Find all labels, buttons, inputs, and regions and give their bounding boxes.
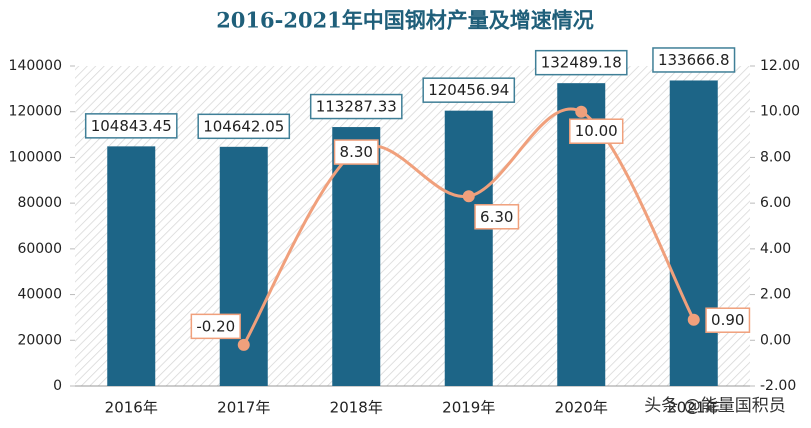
- line-label-box: [474, 204, 520, 230]
- bar-label: 104843.45: [91, 117, 172, 135]
- line-label-box: [333, 139, 379, 165]
- bar-label-box: [652, 47, 736, 73]
- chart-title: 2016-2021年中国钢材产量及增速情况: [216, 8, 594, 33]
- y2-tick-label: 6.00: [760, 195, 791, 211]
- plot-area: [75, 66, 750, 386]
- line-label: 0.90: [711, 311, 744, 329]
- y2-tick-label: 0.00: [760, 332, 791, 348]
- bar-label: 133666.8: [658, 51, 730, 69]
- bar-label: 120456.94: [428, 81, 509, 99]
- y2-tick-label: 2.00: [760, 287, 791, 303]
- y2-tick-label: 10.00: [760, 104, 800, 120]
- x-tick-label: 2016年: [105, 399, 158, 417]
- y2-tick-label: -2.00: [760, 378, 796, 394]
- line-point: [237, 338, 250, 351]
- y2-tick-label: 4.00: [760, 241, 791, 257]
- bar-label-box: [309, 93, 403, 120]
- y2-tick-label: 8.00: [760, 149, 791, 165]
- bar-label: 104642.05: [203, 117, 284, 135]
- line-label: 8.30: [340, 143, 373, 161]
- line-label-box: [569, 118, 624, 144]
- bar-label: 132489.18: [541, 54, 622, 72]
- x-tick-label: 2021年: [667, 399, 720, 417]
- line-point: [462, 190, 475, 203]
- line-label: 10.00: [575, 122, 618, 140]
- line-label: 6.30: [480, 208, 513, 226]
- y-tick-label: 20000: [17, 332, 62, 348]
- y-tick-label: 140000: [9, 58, 62, 74]
- y-tick-label: 60000: [17, 241, 62, 257]
- x-tick-label: 2018年: [330, 399, 383, 417]
- bar: [332, 127, 381, 387]
- bar-label-box: [197, 113, 291, 140]
- y-tick-label: 100000: [9, 149, 62, 165]
- bar: [107, 146, 156, 386]
- bar: [669, 80, 718, 386]
- bar: [444, 110, 493, 386]
- line-label-box: [705, 307, 751, 333]
- watermark: 头条 @能量国积员: [644, 396, 785, 416]
- y2-tick-label: 12.00: [760, 58, 800, 74]
- line-point: [687, 313, 700, 326]
- y-tick-label: 40000: [17, 287, 62, 303]
- bar-label: 113287.33: [316, 98, 397, 116]
- x-tick-label: 2020年: [555, 399, 608, 417]
- y-tick-label: 0: [53, 378, 62, 394]
- line-label-box: [190, 313, 241, 340]
- bar-label-box: [84, 113, 178, 139]
- bar-label-box: [422, 77, 516, 103]
- x-tick-label: 2017年: [217, 399, 270, 417]
- line-label: -0.20: [196, 317, 235, 335]
- y-tick-label: 120000: [9, 104, 62, 120]
- x-tick-label: 2019年: [442, 399, 495, 417]
- bar-label-box: [534, 49, 628, 76]
- line-point: [575, 105, 588, 118]
- y-tick-label: 80000: [17, 195, 62, 211]
